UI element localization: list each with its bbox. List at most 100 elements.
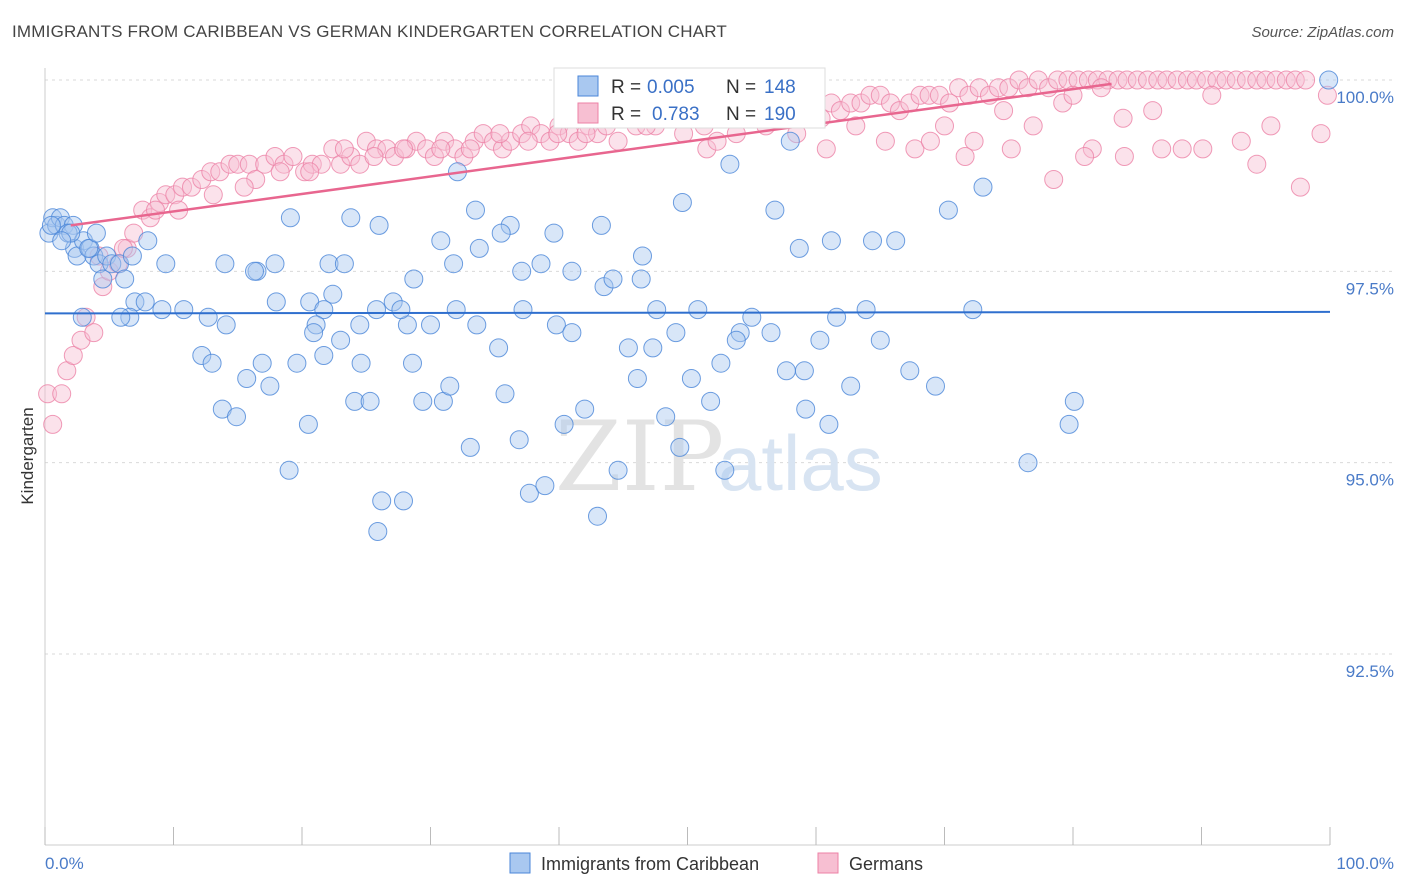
caribbean-point (575, 399, 595, 419)
germans-point (1001, 139, 1021, 159)
germans-point (1186, 70, 1206, 90)
caribbean-point (323, 284, 343, 304)
caribbean-point (215, 254, 235, 274)
germans-point (1197, 70, 1217, 90)
caribbean-points (39, 70, 1339, 541)
germans-point (841, 93, 861, 113)
germans-point (300, 162, 320, 182)
y-tick-label: 92.5% (1346, 662, 1394, 681)
germans-point (210, 162, 230, 182)
germans-point (1023, 116, 1043, 136)
caribbean-point (394, 491, 413, 511)
caribbean-point (319, 254, 339, 274)
germans-point (43, 414, 63, 434)
caribbean-point (135, 292, 155, 312)
caribbean-point (562, 323, 582, 343)
caribbean-point (681, 369, 701, 388)
caribbean-point (827, 307, 847, 327)
caribbean-point (863, 231, 882, 251)
germans-point (493, 139, 512, 159)
y-tick-label: 100.0% (1336, 88, 1394, 107)
germans-point (364, 147, 384, 166)
germans-point (935, 116, 954, 136)
caribbean-point (440, 376, 460, 396)
caribbean-point (314, 346, 334, 365)
germans-point (295, 162, 315, 182)
caribbean-point (643, 338, 663, 358)
caribbean-point (102, 254, 122, 274)
x-ticks (44, 827, 1331, 845)
caribbean-point (341, 208, 361, 228)
caribbean-point (789, 238, 809, 258)
germans-point (220, 154, 240, 174)
caribbean-point (780, 131, 800, 151)
germans-point (1172, 139, 1192, 159)
germans-point (969, 78, 989, 98)
caribbean-point (1064, 391, 1084, 411)
caribbean-point (351, 353, 371, 373)
germans-point (323, 139, 343, 159)
germans-point (1018, 78, 1038, 98)
germans-point (1311, 124, 1331, 144)
caribbean-point (331, 330, 351, 350)
caribbean-point (360, 391, 380, 411)
germans-point (1075, 147, 1095, 166)
legend-r-value-2: 0.783 (652, 104, 700, 125)
caribbean-point (122, 246, 142, 266)
germans-point (1285, 70, 1305, 90)
caribbean-point (444, 254, 464, 274)
germans-point (846, 116, 866, 136)
germans-point (1247, 154, 1267, 174)
caribbean-point (841, 376, 861, 396)
caribbean-point (372, 491, 392, 511)
caribbean-point (391, 300, 411, 320)
germans-point (1117, 70, 1137, 90)
germans-point (334, 139, 354, 159)
germans-point (919, 85, 939, 105)
series-legend-label-germans: Germans (849, 854, 923, 874)
caribbean-point (1018, 453, 1038, 473)
caribbean-point (631, 269, 651, 289)
legend-swatch-pink (577, 102, 599, 124)
germans-point (929, 85, 949, 105)
legend-n-value-1: 148 (764, 77, 796, 98)
germans-point (1296, 70, 1316, 90)
germans-point (52, 384, 72, 404)
germans-point (146, 200, 165, 220)
caribbean-point (125, 292, 145, 312)
germans-point (203, 185, 223, 205)
caribbean-point (466, 200, 485, 220)
germans-point (283, 147, 303, 166)
caribbean-point (52, 231, 72, 251)
germans-point (1082, 139, 1102, 159)
caribbean-point (202, 353, 222, 373)
caribbean-point (886, 231, 906, 251)
germans-point (1256, 70, 1276, 90)
germans-point (356, 131, 376, 151)
legend-r-label-2: R = (611, 104, 641, 125)
germans-point (417, 139, 437, 159)
chart-title: IMMIGRANTS FROM CARIBBEAN VS GERMAN KIND… (12, 22, 727, 41)
caribbean-point (627, 369, 647, 388)
germans-point (1053, 93, 1073, 113)
caribbean-point (403, 353, 422, 373)
germans-point (1231, 131, 1251, 151)
germans-point (949, 78, 969, 98)
series-legend: Immigrants from Caribbean Germans (509, 852, 923, 874)
caribbean-point (368, 522, 388, 541)
germans-point (1152, 139, 1172, 159)
caribbean-point (666, 323, 686, 343)
caribbean-point (306, 315, 326, 335)
germans-point (1317, 85, 1337, 105)
caribbean-point (111, 307, 131, 327)
caribbean-point (765, 200, 785, 220)
germans-point (1113, 108, 1133, 128)
caribbean-point (345, 391, 365, 411)
caribbean-point (467, 315, 487, 335)
germans-point (707, 131, 727, 151)
y-tick-labels: 92.5% 95.0% 97.5% 100.0% (1336, 88, 1394, 681)
caribbean-point (489, 338, 509, 358)
germans-point (165, 185, 185, 205)
caribbean-point (93, 269, 113, 289)
